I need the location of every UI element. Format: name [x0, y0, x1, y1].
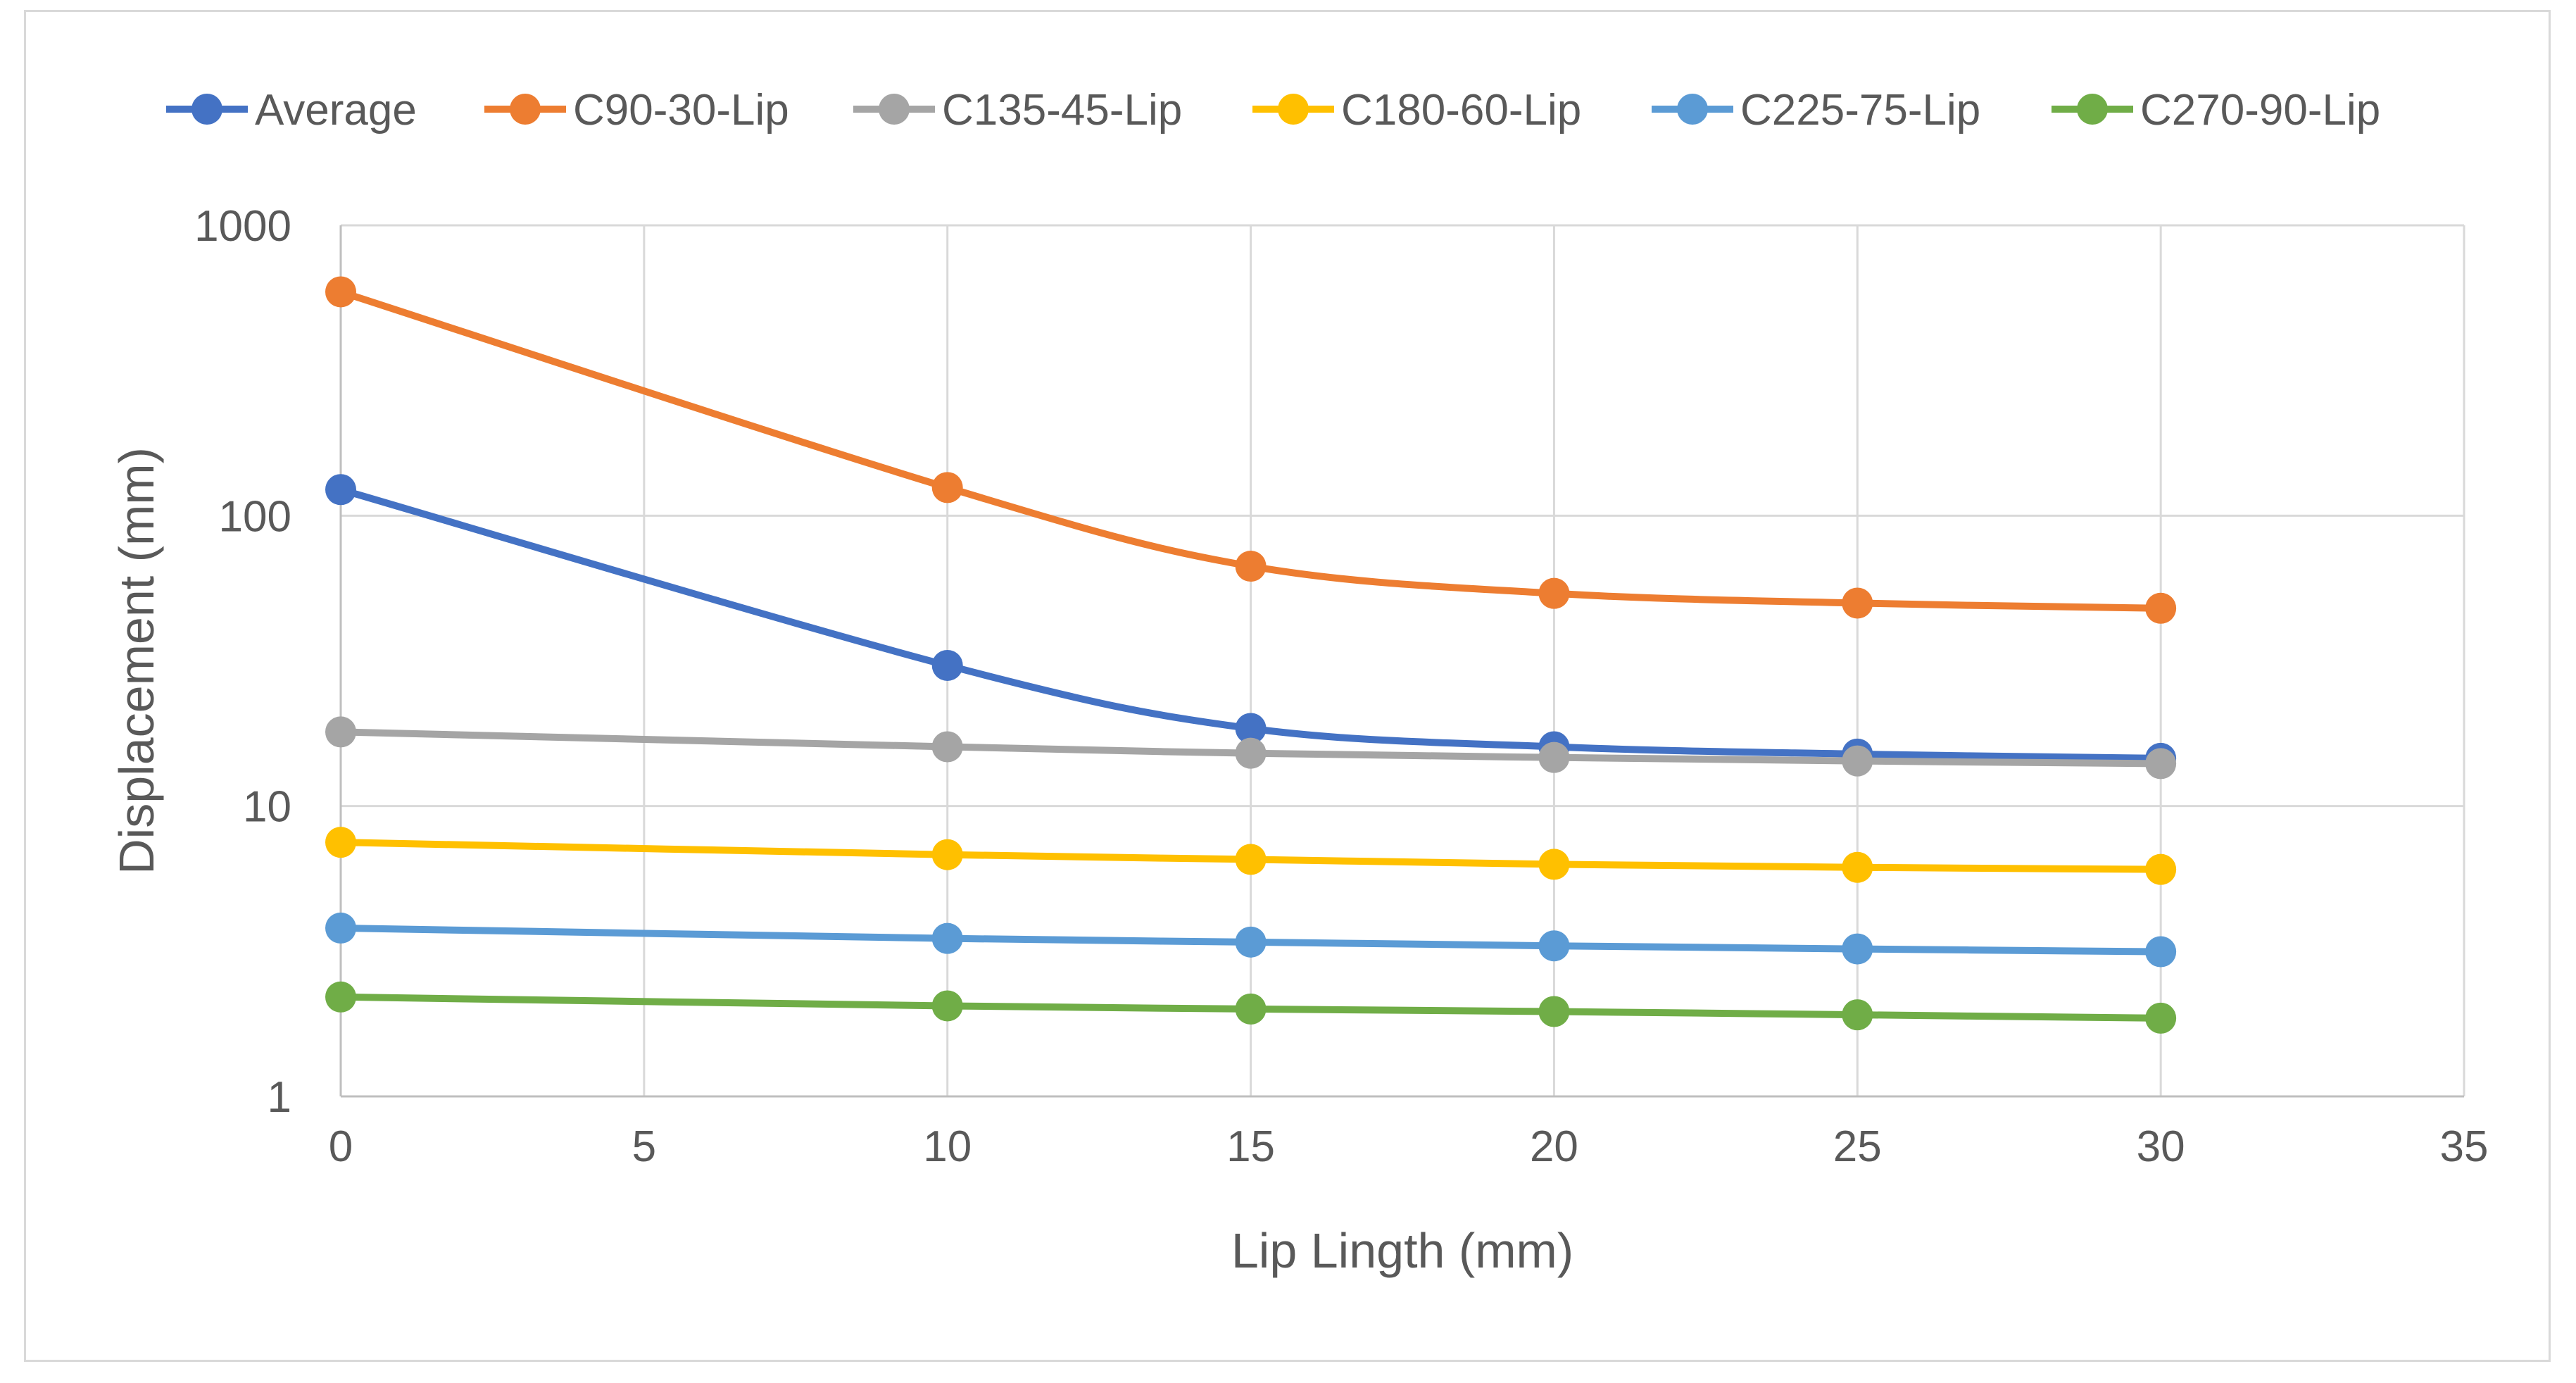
- legend-marker: [2077, 94, 2108, 125]
- x-tick-label: 15: [1226, 1122, 1275, 1171]
- y-axis-title: Displacement (mm): [109, 447, 164, 875]
- legend-item: C270-90-Lip: [2052, 86, 2380, 134]
- data-point: [2145, 936, 2177, 968]
- series-line: [337, 993, 2165, 1022]
- legend-item: C90-30-Lip: [484, 86, 789, 134]
- legend-item: C180-60-Lip: [1252, 86, 1581, 134]
- data-point: [931, 990, 963, 1022]
- data-point: [1235, 844, 1267, 875]
- legend-label: C90-30-Lip: [573, 86, 789, 134]
- legend-item: C135-45-Lip: [853, 86, 1182, 134]
- series-c135-45-lip: [325, 716, 2177, 780]
- series-c270-90-lip: [325, 981, 2177, 1034]
- x-tick-label: 20: [1530, 1122, 1578, 1171]
- data-point: [1235, 737, 1267, 769]
- data-point: [2145, 748, 2177, 780]
- x-tick-label: 25: [1833, 1122, 1882, 1171]
- y-tick-label: 10: [243, 783, 291, 832]
- legend-marker: [510, 94, 541, 125]
- data-point: [2145, 853, 2177, 885]
- x-tick-label: 10: [923, 1122, 972, 1171]
- data-point: [1538, 741, 1570, 773]
- x-tick-label: 35: [2440, 1122, 2489, 1171]
- x-tick-label: 0: [329, 1122, 353, 1171]
- data-point: [1235, 926, 1267, 958]
- chart-frame: [24, 10, 2551, 1362]
- legend-marker: [879, 94, 910, 125]
- data-point: [1235, 993, 1267, 1025]
- series-line: [337, 486, 2165, 762]
- data-point: [1842, 587, 1873, 619]
- data-point: [1538, 930, 1570, 962]
- legend-marker: [191, 94, 222, 125]
- data-point: [931, 472, 963, 503]
- series-c90-30-lip: [325, 276, 2177, 624]
- legend-label: C270-90-Lip: [2140, 86, 2380, 134]
- data-point: [931, 649, 963, 681]
- y-tick-label: 1: [268, 1073, 291, 1122]
- data-point: [931, 839, 963, 870]
- data-point: [1538, 849, 1570, 880]
- series-line: [337, 839, 2165, 873]
- data-point: [1842, 999, 1873, 1031]
- x-axis-title: Lip Lingth (mm): [1231, 1223, 1573, 1278]
- legend-item: Average: [166, 86, 417, 134]
- legend-label: C225-75-Lip: [1740, 86, 1980, 134]
- y-tick-label: 1000: [194, 202, 291, 251]
- data-point: [1842, 933, 1873, 965]
- axes: 0 5 10 15 20 25 30 35 1 10 100 1000: [194, 202, 2488, 1171]
- data-point: [325, 981, 356, 1013]
- series-c180-60-lip: [325, 827, 2177, 885]
- data-point: [325, 474, 356, 506]
- legend-item: C225-75-Lip: [1652, 86, 1980, 134]
- data-point: [1538, 996, 1570, 1027]
- series: [325, 276, 2177, 1034]
- series-c225-75-lip: [325, 912, 2177, 968]
- data-point: [1538, 577, 1570, 609]
- data-point: [931, 731, 963, 763]
- data-point: [931, 922, 963, 954]
- legend-label: C135-45-Lip: [942, 86, 1182, 134]
- x-tick-label: 30: [2137, 1122, 2185, 1171]
- legend-label: Average: [255, 86, 417, 134]
- data-point: [325, 912, 356, 944]
- data-point: [1235, 551, 1267, 582]
- data-point: [2145, 1002, 2177, 1034]
- legend-marker: [1278, 94, 1309, 125]
- data-point: [1235, 713, 1267, 744]
- legend-label: C180-60-Lip: [1341, 86, 1581, 134]
- data-point: [1842, 745, 1873, 777]
- data-point: [325, 827, 356, 858]
- x-tick-label: 5: [632, 1122, 656, 1171]
- legend-marker: [1677, 94, 1708, 125]
- gridlines: [339, 224, 2465, 1098]
- y-tick-label: 100: [219, 492, 291, 541]
- legend: Average C90-30-Lip C135-45-Lip C180-60-Lip C…: [166, 86, 2380, 134]
- series-line: [337, 728, 2165, 768]
- data-point: [2145, 592, 2177, 624]
- data-point: [325, 276, 356, 308]
- series-line: [337, 924, 2165, 956]
- data-point: [1842, 851, 1873, 883]
- data-point: [325, 716, 356, 748]
